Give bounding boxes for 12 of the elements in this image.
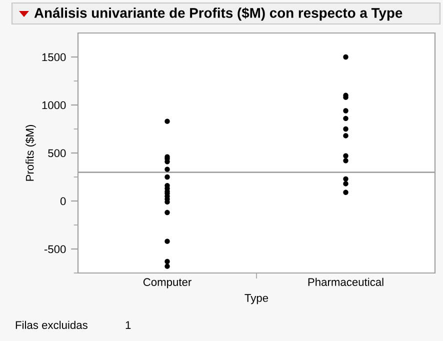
y-tick-label: 1500 (42, 53, 66, 62)
y-tick-label: -500 (44, 245, 66, 254)
y-axis-title: Profits ($M) (25, 124, 36, 181)
text: 1 (126, 321, 131, 329)
text: Filas excluidas (16, 320, 88, 329)
y-tick-label: 1000 (42, 101, 66, 110)
y-tick-label: 0 (60, 197, 66, 206)
y-tick-label: 500 (48, 149, 66, 158)
chart-title: Análisis univariante de Profits ($M) con respecto a Type (34, 7, 402, 21)
x-axis-title: Type (244, 294, 268, 304)
x-tick-label: Pharmaceutical (308, 278, 384, 286)
x-tick-label: Computer (143, 278, 192, 288)
